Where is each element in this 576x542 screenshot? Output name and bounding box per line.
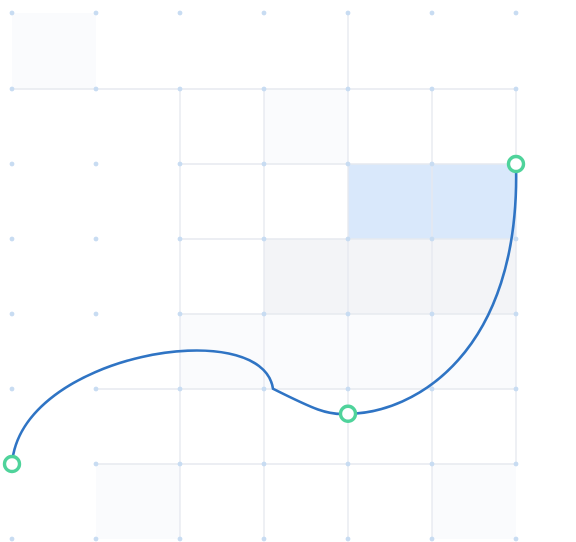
grid-dot xyxy=(177,461,183,467)
grid-dot xyxy=(93,161,99,167)
grid-dot xyxy=(93,536,99,542)
grid-dot xyxy=(513,86,519,92)
handle-start-icon xyxy=(2,454,22,474)
grid-dot xyxy=(93,461,99,467)
grid-dot xyxy=(177,86,183,92)
grid-cell-faint xyxy=(264,314,348,389)
grid-dot xyxy=(177,386,183,392)
grid-dot xyxy=(345,161,351,167)
grid-dot xyxy=(177,536,183,542)
grid-dot xyxy=(345,86,351,92)
grid-dot xyxy=(9,236,15,242)
grid-dot xyxy=(345,311,351,317)
grid-dot xyxy=(345,461,351,467)
curve-handles xyxy=(2,154,526,474)
grid-dot xyxy=(177,311,183,317)
grid-dot xyxy=(513,236,519,242)
grid-dot xyxy=(513,311,519,317)
grid-dot xyxy=(9,386,15,392)
grid-dot xyxy=(513,461,519,467)
grid-dot xyxy=(177,10,183,16)
grid-dot xyxy=(93,236,99,242)
grid-dot xyxy=(261,236,267,242)
grid-dot xyxy=(513,536,519,542)
grid-dot xyxy=(177,236,183,242)
bezier-curve xyxy=(10,162,518,466)
grid-dot xyxy=(261,161,267,167)
grid-dot xyxy=(345,536,351,542)
grid-dot xyxy=(261,386,267,392)
grid-cell-faint xyxy=(96,464,180,539)
grid-dot xyxy=(345,236,351,242)
grid-cell-faint xyxy=(432,314,516,389)
grid-dot xyxy=(429,236,435,242)
grid-dot xyxy=(261,461,267,467)
grid-cell-blue xyxy=(432,164,516,239)
grid-cell-blue xyxy=(348,164,432,239)
grid-dot xyxy=(261,86,267,92)
grid-dot xyxy=(9,161,15,167)
grid-dot xyxy=(93,311,99,317)
grid-dot xyxy=(429,386,435,392)
grid-cell-faint xyxy=(12,13,96,89)
grid-dot xyxy=(429,86,435,92)
grid-dot xyxy=(9,10,15,16)
grid-dot xyxy=(9,536,15,542)
grid-cell-faint xyxy=(432,464,516,539)
grid-cell-faint xyxy=(348,314,432,389)
grid-dot xyxy=(429,161,435,167)
grid-dot xyxy=(177,161,183,167)
grid-dot xyxy=(345,10,351,16)
handle-end-icon xyxy=(506,154,526,174)
grid-dot xyxy=(261,311,267,317)
handle-middle-icon xyxy=(338,404,358,423)
grid-dot xyxy=(9,311,15,317)
grid-cell-light xyxy=(264,239,348,314)
grid-dot xyxy=(93,86,99,92)
grid-dot xyxy=(345,386,351,392)
grid-dot xyxy=(261,536,267,542)
grid-dot xyxy=(93,10,99,16)
grid-dot xyxy=(261,10,267,16)
grid-dot xyxy=(93,386,99,392)
grid-dot xyxy=(429,311,435,317)
grid-cell-faint xyxy=(264,89,348,164)
grid-dot xyxy=(513,10,519,16)
grid-dot xyxy=(513,386,519,392)
grid-cell-light xyxy=(348,239,432,314)
grid-dot xyxy=(9,86,15,92)
grid-dot xyxy=(429,10,435,16)
cell-fills xyxy=(12,13,516,539)
grid-dot xyxy=(429,536,435,542)
grid-dot xyxy=(429,461,435,467)
